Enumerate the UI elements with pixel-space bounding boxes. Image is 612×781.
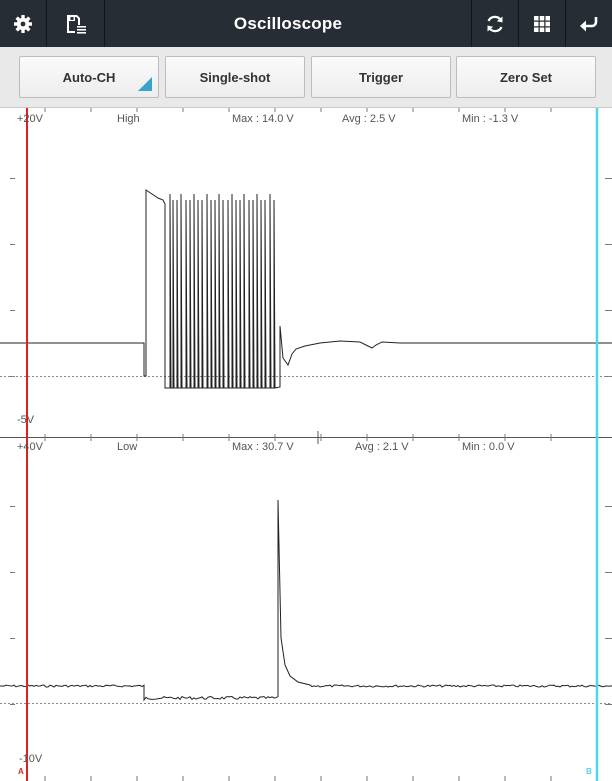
refresh-button[interactable] (471, 0, 518, 47)
low-avg-value: Avg : 2.1 V (355, 441, 409, 453)
high-bottom-scale: -5V (17, 414, 35, 426)
mode-button-row: Auto-CH Single-shot Trigger Zero Set (0, 47, 612, 108)
high-max-value: Max : 14.0 V (232, 113, 294, 125)
settings-button[interactable] (0, 0, 47, 47)
trigger-label: Trigger (358, 69, 404, 85)
high-min-value: Min : -1.3 V (462, 113, 519, 125)
high-avg-value: Avg : 2.5 V (342, 113, 396, 125)
save-list-icon (66, 14, 86, 34)
cursor-b-label: B (586, 767, 592, 776)
axis-ticks (10, 108, 612, 781)
auto-ch-label: Auto-CH (62, 69, 116, 85)
single-shot-button[interactable]: Single-shot (165, 56, 305, 98)
trigger-button[interactable]: Trigger (311, 56, 451, 98)
zero-set-label: Zero Set (499, 69, 552, 85)
grid-icon (534, 15, 550, 32)
high-top-scale: +20V (17, 113, 43, 125)
scope-display[interactable]: +20V High Max : 14.0 V Avg : 2.5 V Min :… (0, 108, 612, 781)
title-bar: Oscilloscope (0, 0, 612, 47)
low-bottom-scale: -10V (19, 753, 43, 765)
auto-ch-button[interactable]: Auto-CH (19, 56, 159, 98)
gear-icon (14, 14, 32, 33)
back-button[interactable] (565, 0, 612, 47)
back-icon (580, 16, 598, 31)
refresh-icon (487, 15, 503, 32)
low-max-value: Max : 30.7 V (232, 441, 294, 453)
trace-low (0, 499, 612, 702)
save-list-button[interactable] (47, 0, 105, 47)
grid-button[interactable] (518, 0, 565, 47)
app-title: Oscilloscope (233, 13, 343, 33)
low-top-scale: +40V (17, 441, 43, 453)
single-shot-label: Single-shot (199, 69, 271, 85)
trace-high (0, 189, 612, 389)
low-channel-name: Low (117, 441, 138, 453)
zero-set-button[interactable]: Zero Set (456, 56, 596, 98)
scope-canvas (0, 108, 612, 781)
low-min-value: Min : 0.0 V (462, 441, 515, 453)
high-channel-name: High (117, 113, 140, 125)
cursor-a-label: A (18, 767, 24, 776)
dropdown-corner-icon (138, 77, 152, 91)
